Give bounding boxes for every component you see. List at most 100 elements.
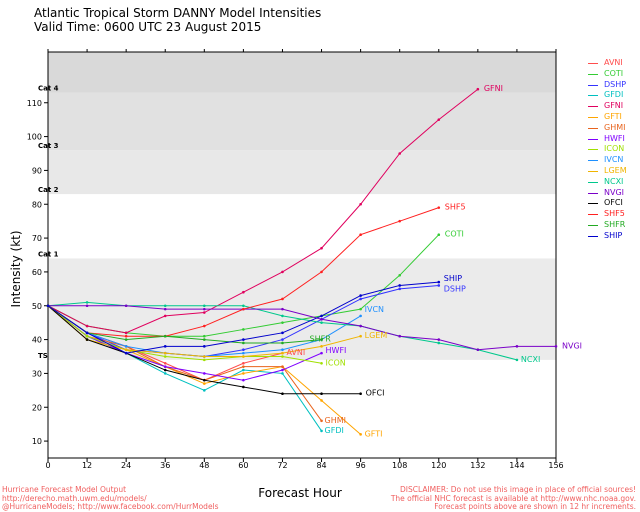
x-tick-label: 72: [277, 461, 287, 470]
series-end-label-gfni: GFNI: [484, 84, 503, 93]
x-tick-label: 120: [431, 461, 446, 470]
legend-item-dshp: DSHP: [585, 80, 640, 91]
band-cat-4: [48, 52, 556, 93]
legend-label: OFCI: [604, 198, 623, 208]
data-point-shfr: [124, 338, 128, 341]
legend-label: DSHP: [604, 79, 627, 89]
data-point-nvgi: [437, 338, 441, 341]
data-point-dshp: [437, 284, 441, 287]
series-end-label-lgem: LGEM: [365, 331, 388, 340]
legend-item-gfni: GFNI: [585, 101, 640, 112]
x-tick-label: 36: [160, 461, 170, 470]
legend-swatch: [588, 181, 598, 183]
legend-swatch: [588, 95, 598, 97]
series-line-gfni: [47, 88, 479, 334]
data-point-nvgi: [554, 345, 558, 348]
data-point-lgem: [242, 355, 245, 358]
series-line-icon: [47, 305, 322, 364]
data-point-nvgi: [203, 307, 206, 311]
legend-item-gfdi: GFDI: [585, 90, 640, 101]
series-line-nvgi: [48, 305, 556, 351]
title-line-2: Valid Time: 0600 UTC 23 August 2015: [34, 20, 262, 34]
data-point-dshp: [359, 297, 362, 301]
data-point-gfni: [163, 314, 167, 318]
data-point-dshp: [398, 287, 401, 291]
series-end-label-dshp: DSHP: [444, 284, 466, 293]
x-tick-label: 12: [82, 461, 92, 470]
y-tick-label: 60: [32, 268, 42, 277]
data-point-lgem: [359, 334, 362, 338]
series-end-label-ghmi: GHMI: [325, 416, 346, 425]
series-end-label-ivcn: IVCN: [365, 305, 384, 314]
data-point-hwfi: [242, 378, 245, 382]
data-point-nvgi: [515, 345, 519, 348]
legend-item-shf5: SHF5: [585, 209, 640, 220]
data-point-shfr: [203, 338, 206, 341]
band-label-ts: TS: [38, 352, 48, 360]
series-end-label-gfdi: GFDI: [325, 426, 344, 435]
x-tick-label: 132: [470, 461, 485, 470]
legend-label: COTI: [604, 68, 624, 78]
data-point-gfti: [242, 372, 245, 375]
data-point-gfni: [124, 331, 128, 335]
legend-item-nvgi: NVGI: [585, 188, 640, 199]
legend-label: GFDI: [604, 90, 624, 100]
legend-label: HWFI: [604, 133, 625, 143]
data-point-dshp: [242, 348, 245, 352]
chart-title: Atlantic Tropical Storm DANNY Model Inte…: [34, 6, 321, 34]
data-point-ivcn: [359, 314, 362, 318]
legend-label: ICON: [604, 144, 625, 154]
legend-swatch: [588, 138, 598, 140]
data-point-hwfi: [281, 368, 284, 372]
data-point-lgem: [281, 351, 284, 355]
data-point-ghmi: [320, 419, 323, 423]
data-point-gfti: [359, 433, 362, 436]
x-axis-label: Forecast Hour: [258, 486, 342, 500]
data-point-ghmi: [242, 365, 245, 368]
data-point-gfdi: [320, 429, 323, 433]
y-tick-label: 10: [32, 437, 42, 446]
data-point-ncxi: [437, 341, 441, 345]
data-point-shf5: [398, 219, 401, 223]
data-point-ghmi: [281, 365, 284, 368]
series-end-label-avni: AVNI: [286, 348, 305, 357]
y-tick-label: 70: [32, 234, 42, 243]
data-point-icon: [281, 355, 284, 358]
legend-label: GFTI: [604, 111, 622, 121]
data-point-ofci: [359, 392, 362, 396]
data-point-shf5: [242, 307, 245, 311]
data-point-nvgi: [476, 348, 480, 352]
series-line-ghmi: [47, 305, 322, 422]
footer-credits: Hurricane Forecast Model Output http://d…: [2, 485, 219, 511]
data-point-gfni: [242, 290, 245, 294]
band-cat-1: [48, 194, 556, 259]
x-tick-label: 0: [45, 461, 50, 470]
data-point-gfni: [203, 311, 206, 314]
data-point-ship: [320, 314, 323, 318]
legend-label: NVGI: [604, 187, 625, 197]
data-point-shfr: [320, 338, 323, 341]
data-point-icon: [203, 358, 206, 362]
data-point-gfdi: [281, 372, 284, 375]
legend-item-icon: ICON: [585, 144, 640, 155]
y-tick-label: 80: [32, 200, 42, 209]
legend-label: SHF5: [604, 209, 625, 219]
data-point-lgem: [320, 345, 323, 348]
x-tick-label: 96: [356, 461, 366, 470]
series-end-label-ncxi: NCXI: [521, 355, 540, 364]
legend-item-ship: SHIP: [585, 231, 640, 242]
data-point-ship: [124, 351, 128, 355]
data-point-gfni: [320, 246, 323, 250]
data-point-nvgi: [359, 324, 362, 328]
data-point-ofci: [281, 392, 284, 396]
legend-swatch: [588, 106, 598, 108]
data-point-ofci: [85, 338, 89, 341]
data-point-ncxi: [281, 314, 284, 318]
data-point-shf5: [203, 324, 206, 328]
data-point-shf5: [281, 297, 284, 301]
data-point-shf5: [359, 233, 362, 236]
legend-label: LGEM: [604, 165, 627, 175]
data-point-lgem: [124, 348, 128, 352]
series-end-label-hwfi: HWFI: [326, 346, 347, 355]
data-point-gfni: [281, 270, 284, 274]
